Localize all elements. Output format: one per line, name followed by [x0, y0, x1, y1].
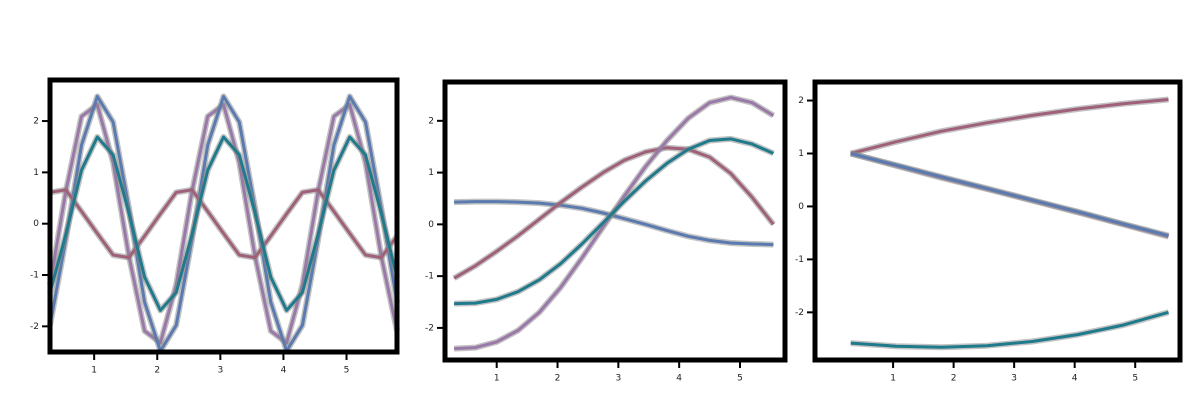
y-tick-label: -1 — [30, 271, 39, 281]
series-line — [49, 188, 399, 260]
y-tick-label: -1 — [795, 255, 804, 265]
series-halo — [49, 186, 400, 261]
series-line — [850, 98, 1169, 155]
y-tick-label: 0 — [798, 202, 804, 212]
y-tick-label: 1 — [33, 168, 39, 178]
x-tick-label: 5 — [1132, 374, 1138, 384]
y-tick-label: 1 — [428, 168, 434, 178]
series-line — [453, 146, 775, 280]
series-line — [850, 310, 1169, 349]
y-tick-label: 2 — [428, 116, 434, 126]
x-tick-label: 2 — [951, 374, 957, 384]
y-tick-label: 2 — [33, 117, 39, 127]
x-tick-label: 5 — [737, 374, 743, 384]
y-tick-label: -1 — [425, 272, 434, 282]
x-tick-label: 4 — [281, 366, 287, 376]
series-halo — [849, 96, 1169, 157]
series-line — [454, 137, 775, 306]
x-tick-label: 4 — [676, 374, 682, 384]
x-tick-label: 4 — [1072, 374, 1078, 384]
series-halo — [453, 94, 775, 352]
y-tick-label: 1 — [798, 149, 804, 159]
x-tick-label: 1 — [494, 374, 500, 384]
y-tick-label: 0 — [428, 220, 434, 230]
x-tick-label: 3 — [217, 366, 223, 376]
series-line — [48, 94, 399, 353]
series-halo — [850, 309, 1170, 351]
series-line — [454, 96, 775, 351]
plot-frame — [812, 79, 1183, 363]
x-tick-label: 5 — [344, 366, 350, 376]
y-tick-label: 2 — [798, 96, 804, 106]
series-line — [850, 152, 1169, 238]
x-tick-label: 1 — [890, 374, 896, 384]
y-tick-label: -2 — [30, 322, 39, 332]
x-tick-label: 1 — [91, 366, 97, 376]
plot-frame — [47, 77, 400, 355]
y-tick-label: -2 — [425, 323, 434, 333]
x-tick-label: 3 — [615, 374, 621, 384]
y-tick-label: 0 — [33, 219, 39, 229]
plot-frame — [442, 79, 788, 363]
y-tick-label: -2 — [795, 308, 804, 318]
series-line — [48, 135, 399, 312]
x-tick-label: 2 — [555, 374, 561, 384]
x-tick-label: 2 — [154, 366, 160, 376]
x-tick-label: 3 — [1011, 374, 1017, 384]
